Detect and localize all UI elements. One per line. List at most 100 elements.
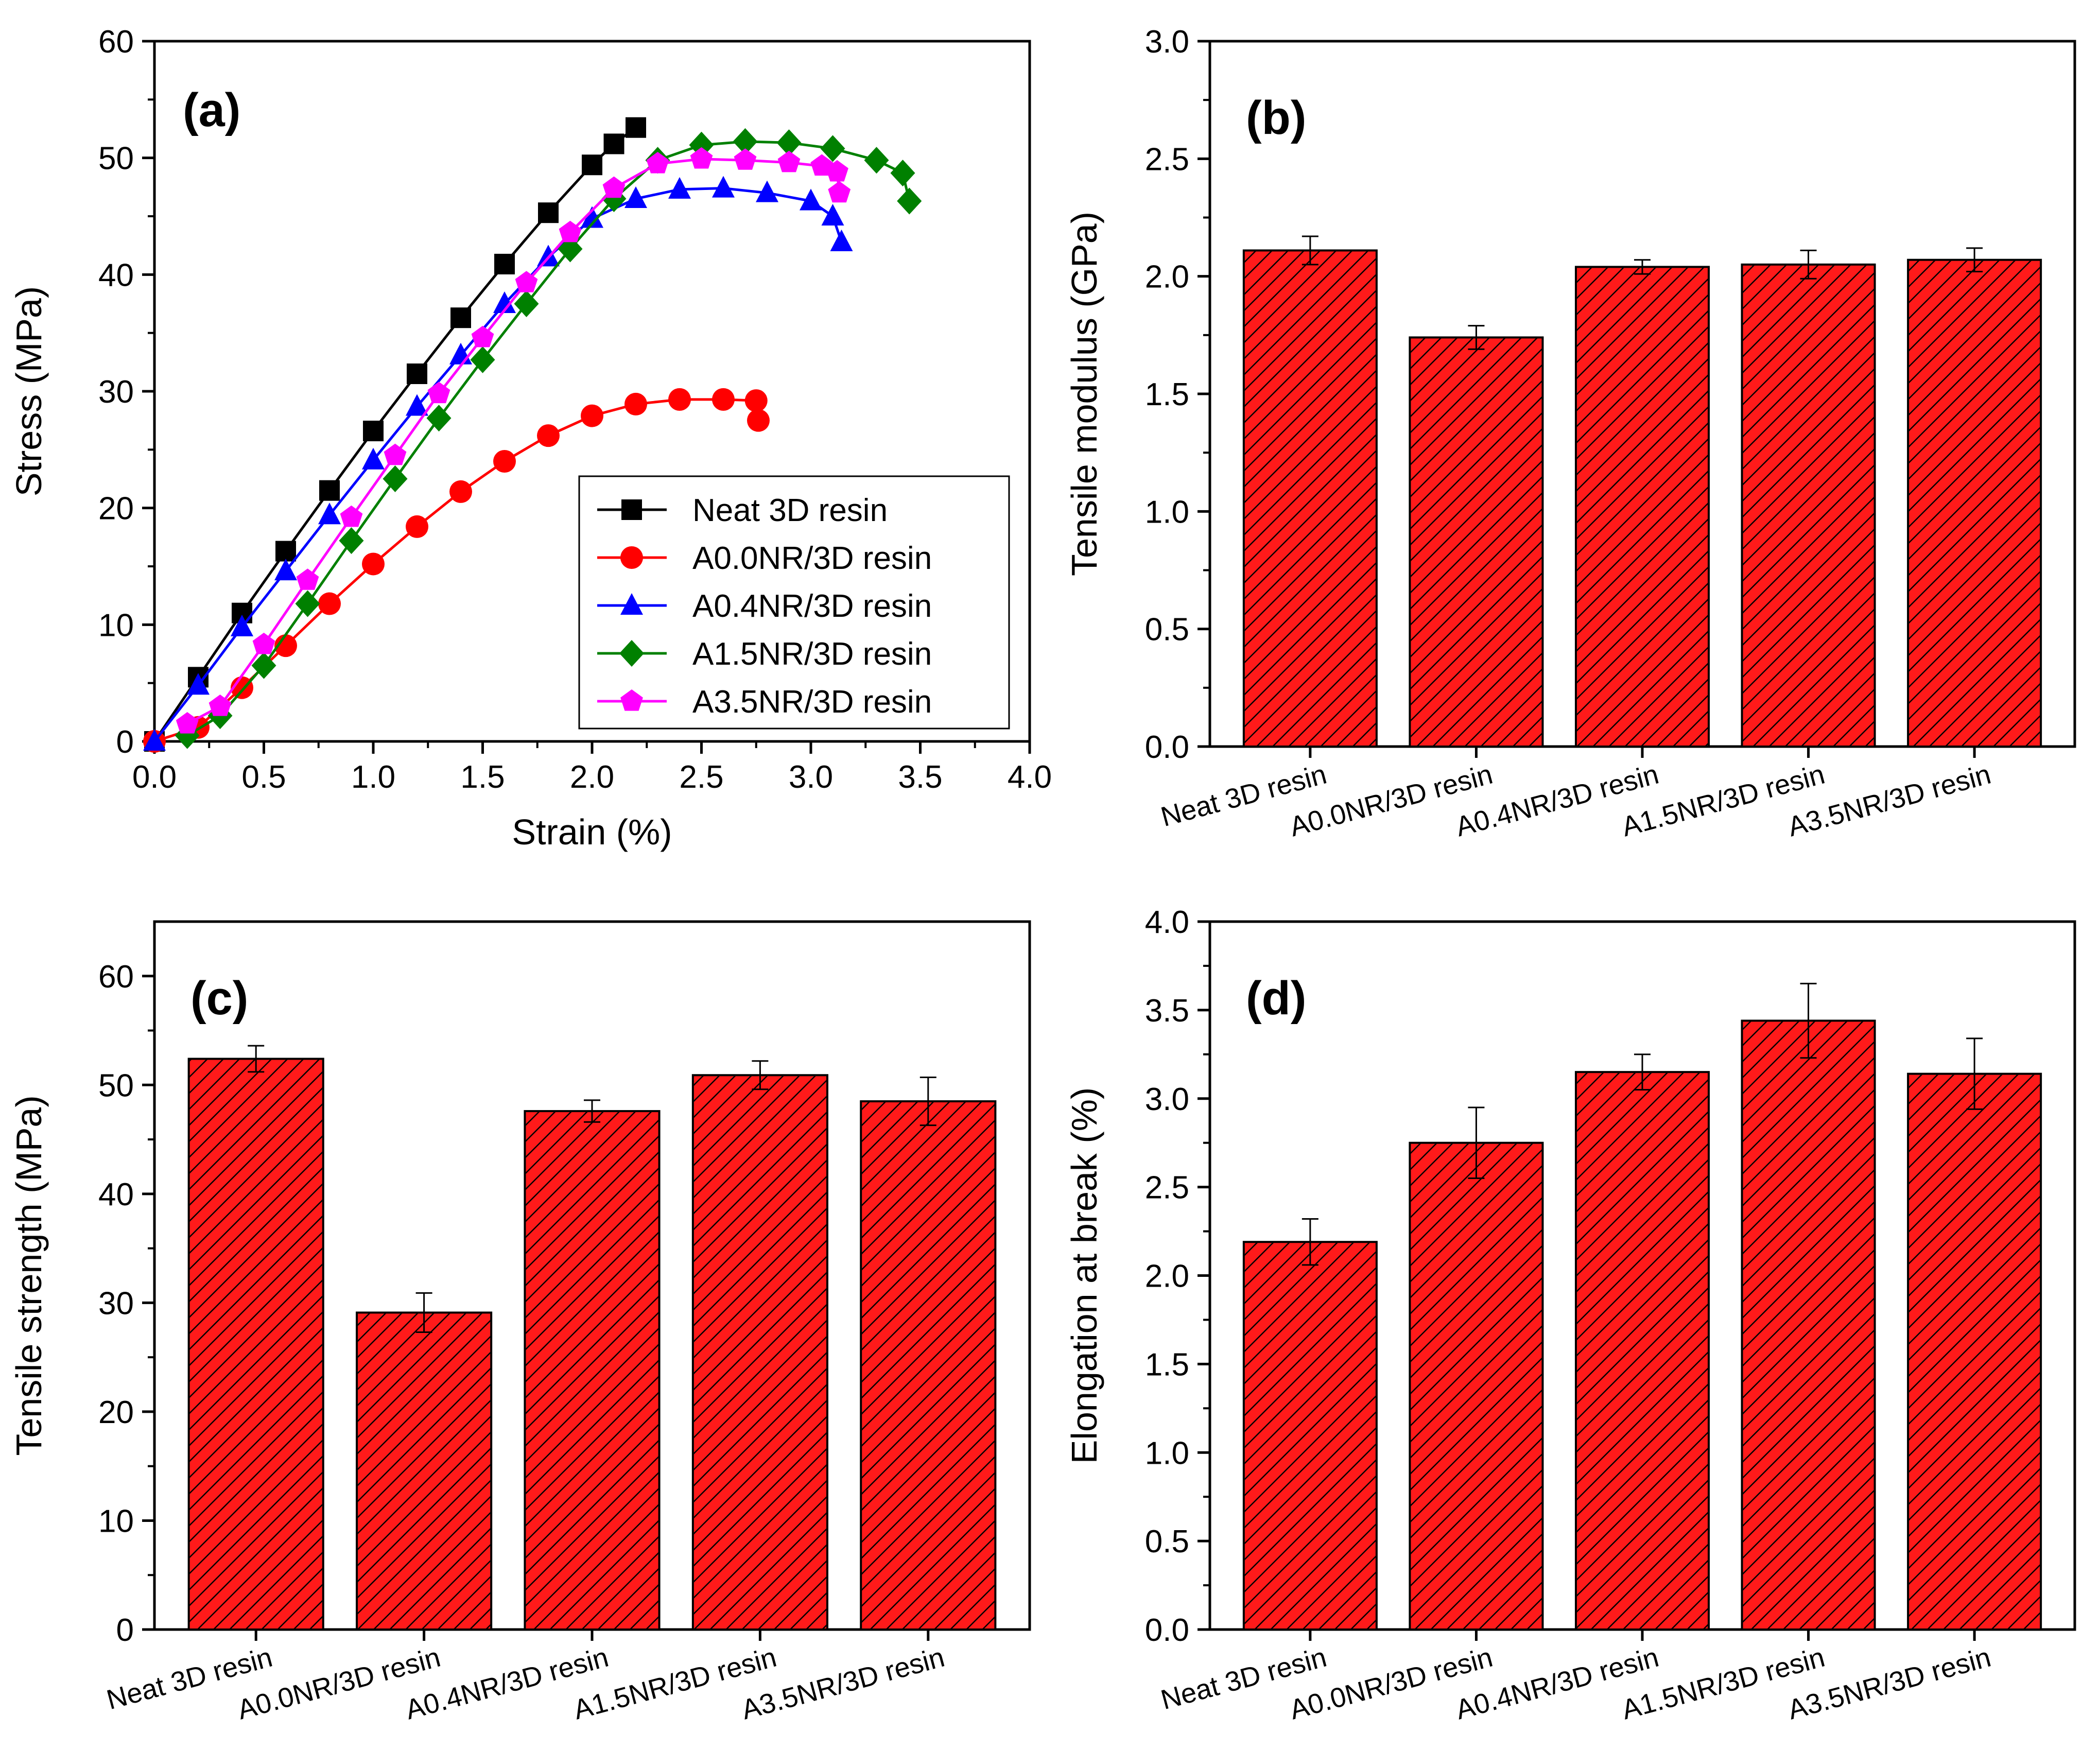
- data-point: [363, 421, 384, 442]
- panel-a: 0 10 20 30 40 50 60 Stress (MPa) 0.0 0.5 1.0 1.5 2.0…: [9, 24, 1052, 852]
- data-point: [890, 160, 915, 187]
- data-point: [668, 388, 691, 411]
- y-tick-label: 1.5: [1145, 1347, 1189, 1382]
- y-tick-label: 10: [98, 1503, 134, 1539]
- legend-marker: [620, 689, 643, 711]
- data-point: [646, 152, 669, 174]
- data-point: [450, 307, 471, 328]
- data-point: [318, 592, 341, 615]
- bar: [1409, 1141, 1544, 1631]
- data-point: [602, 176, 626, 198]
- series-4: [176, 147, 851, 734]
- data-point: [826, 160, 848, 182]
- legend-label: A0.0NR/3D resin: [692, 541, 932, 576]
- data-point: [406, 515, 428, 538]
- data-point: [864, 147, 889, 174]
- data-point: [537, 424, 560, 447]
- data-point: [744, 389, 768, 412]
- panel-label: (d): [1246, 972, 1306, 1025]
- data-point: [747, 409, 770, 432]
- x-tick-label: 4.0: [1008, 759, 1052, 795]
- data-point: [274, 634, 297, 657]
- panel-label: (b): [1246, 92, 1306, 144]
- data-point: [340, 505, 363, 527]
- data-point: [712, 176, 735, 198]
- data-point: [581, 206, 603, 228]
- data-point: [624, 186, 647, 208]
- bar: [1574, 266, 1710, 748]
- data-point: [514, 290, 539, 317]
- y-tick-label: 30: [98, 374, 134, 410]
- y-axis-title: Stress (MPa): [9, 286, 49, 496]
- y-tick-label: 3.0: [1145, 1082, 1189, 1117]
- legend-marker: [621, 499, 642, 520]
- y-tick-label: 2.0: [1145, 259, 1189, 295]
- panel-d: 0.0 0.5 1.0 1.5 2.0 2.5 3.0 3.5 4.0 Elongation at…: [1064, 905, 2076, 1725]
- x-tick-label: 3.5: [898, 759, 942, 795]
- data-point: [830, 229, 853, 251]
- y-tick-label: 1.0: [1145, 1435, 1189, 1471]
- data-point: [828, 181, 851, 203]
- bar: [1741, 1019, 1876, 1631]
- data-point: [176, 712, 199, 734]
- x-axis-title: Strain (%): [512, 812, 672, 852]
- legend-marker: [620, 593, 643, 615]
- data-point: [558, 235, 583, 263]
- y-tick-label: 50: [98, 1068, 134, 1103]
- data-point: [406, 394, 428, 416]
- legend-label: A0.4NR/3D resin: [692, 588, 932, 624]
- data-point: [624, 392, 647, 415]
- x-tick-label: 2.0: [570, 759, 614, 795]
- y-tick-label: 2.5: [1145, 1170, 1189, 1206]
- data-point: [626, 117, 646, 138]
- data-point: [470, 346, 495, 373]
- panel-label: (a): [183, 84, 240, 136]
- data-point: [800, 188, 822, 211]
- x-tick-label: 0.5: [241, 759, 286, 795]
- data-point: [362, 447, 385, 470]
- data-point: [274, 559, 297, 581]
- x-tick-label: 2.5: [679, 759, 723, 795]
- data-point: [384, 443, 407, 465]
- y-tick-label: 40: [98, 1177, 134, 1212]
- legend-marker: [619, 640, 644, 667]
- data-point: [733, 128, 758, 155]
- y-tick-label: 3.0: [1145, 24, 1189, 60]
- data-point: [187, 673, 210, 695]
- data-point: [383, 465, 408, 492]
- data-point: [603, 133, 624, 154]
- y-tick-label: 0.5: [1145, 1524, 1189, 1560]
- data-point: [820, 135, 845, 162]
- data-point: [582, 154, 602, 176]
- legend-label: Neat 3D resin: [692, 493, 888, 528]
- x-tick-label: 3.0: [789, 759, 833, 795]
- data-point: [407, 363, 427, 384]
- y-tick-label: 20: [98, 1395, 134, 1430]
- y-tick-label: 3.5: [1145, 993, 1189, 1029]
- y-tick-label: 40: [98, 257, 134, 293]
- legend-box: [578, 475, 1010, 730]
- data-point: [538, 202, 559, 223]
- data-point: [690, 147, 713, 169]
- bar: [524, 1110, 661, 1631]
- data-point: [712, 388, 735, 411]
- bar: [860, 1100, 997, 1631]
- bar: [187, 1058, 324, 1631]
- bar: [356, 1311, 493, 1631]
- legend-label: A3.5NR/3D resin: [692, 684, 932, 720]
- legend-marker: [620, 546, 643, 569]
- data-point: [295, 590, 320, 617]
- data-point: [339, 527, 364, 555]
- y-tick-label: 0.0: [1145, 730, 1189, 765]
- y-tick-label: 0.0: [1145, 1613, 1189, 1648]
- bar: [1907, 1072, 2042, 1631]
- bar: [691, 1074, 828, 1631]
- data-point: [427, 382, 450, 404]
- data-point: [515, 271, 538, 292]
- y-axis-title: Tensile modulus (GPa): [1064, 212, 1104, 576]
- y-axis-title: Tensile strength (MPa): [9, 1095, 49, 1456]
- bar: [1242, 1241, 1378, 1631]
- legend-label: A1.5NR/3D resin: [692, 636, 932, 672]
